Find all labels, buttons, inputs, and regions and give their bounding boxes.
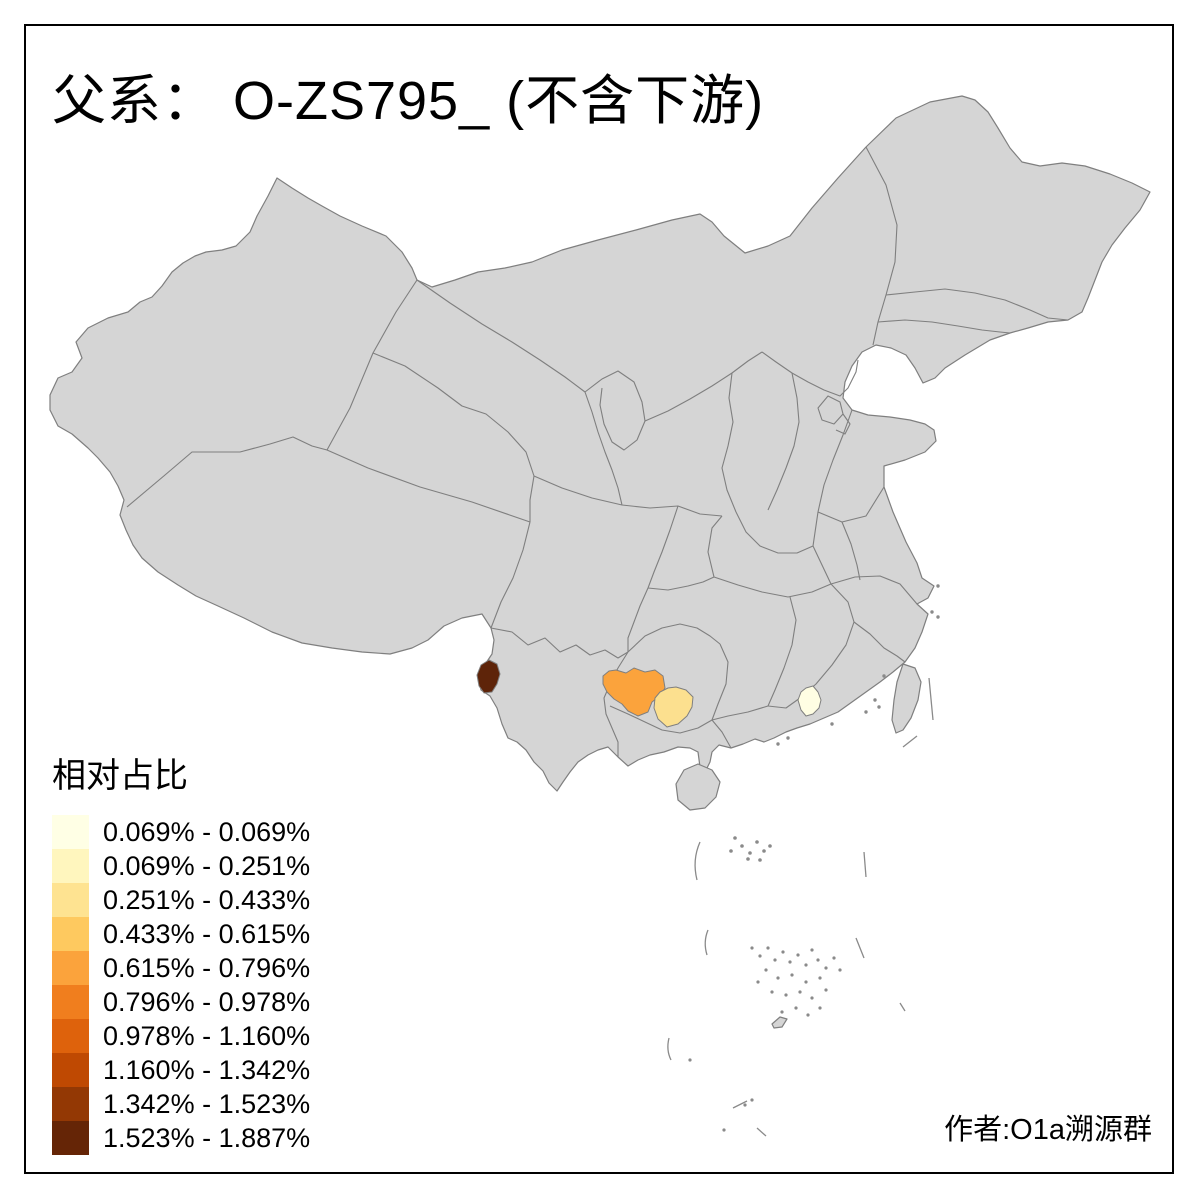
- legend-title: 相对占比: [52, 757, 188, 795]
- taiwan-island-shape: [891, 663, 922, 734]
- plot-frame: [24, 24, 1174, 1174]
- legend-swatch: [52, 815, 89, 849]
- legend-row: 0.796% - 0.978%: [52, 985, 310, 1019]
- sea-islands-and-dashes: [688, 584, 940, 1132]
- legend-swatch: [52, 1019, 89, 1053]
- legend-swatch: [52, 1053, 89, 1087]
- author-credit: 作者:O1a溯源群: [944, 1114, 1152, 1146]
- region-east-guangdong: [797, 685, 822, 717]
- province-borders: [126, 146, 1069, 757]
- legend-label: 1.523% - 1.887%: [103, 1122, 311, 1153]
- legend-row: 0.069% - 0.251%: [52, 849, 310, 883]
- legend-label: 0.796% - 0.978%: [103, 986, 311, 1017]
- legend-row: 0.615% - 0.796%: [52, 951, 310, 985]
- legend-label: 0.978% - 1.160%: [103, 1020, 311, 1051]
- legend-swatch: [52, 951, 89, 985]
- legend-row: 1.160% - 1.342%: [52, 1053, 310, 1087]
- region-south-central-guizhou: [653, 686, 694, 728]
- region-west-yunnan: [476, 659, 501, 694]
- legend: 相对占比 0.069% - 0.069% 0.069% - 0.251% 0.2…: [52, 748, 310, 1155]
- legend-label: 0.069% - 0.069%: [103, 816, 311, 847]
- south-sea-island-shape: [771, 1016, 788, 1029]
- nine-dash-line-segments: [667, 677, 934, 1137]
- legend-row: 0.433% - 0.615%: [52, 917, 310, 951]
- legend-swatch: [52, 1121, 89, 1155]
- legend-row: 0.069% - 0.069%: [52, 815, 310, 849]
- legend-swatch: [52, 883, 89, 917]
- highlighted-regions: [476, 659, 822, 728]
- legend-label: 1.342% - 1.523%: [103, 1088, 311, 1119]
- hainan-island-shape: [675, 763, 721, 811]
- legend-label: 1.160% - 1.342%: [103, 1054, 311, 1085]
- legend-row: 0.978% - 1.160%: [52, 1019, 310, 1053]
- legend-row: 0.251% - 0.433%: [52, 883, 310, 917]
- legend-swatch: [52, 917, 89, 951]
- legend-row: 1.342% - 1.523%: [52, 1087, 310, 1121]
- legend-label: 0.251% - 0.433%: [103, 884, 311, 915]
- legend-label: 0.069% - 0.251%: [103, 850, 311, 881]
- legend-row: 1.523% - 1.887%: [52, 1121, 310, 1155]
- plot-title: 父系： O-ZS795_ (不含下游): [52, 71, 765, 131]
- legend-swatch: [52, 849, 89, 883]
- legend-swatch: [52, 1087, 89, 1121]
- legend-label: 0.433% - 0.615%: [103, 918, 311, 949]
- legend-swatch: [52, 985, 89, 1019]
- legend-label: 0.615% - 0.796%: [103, 952, 311, 983]
